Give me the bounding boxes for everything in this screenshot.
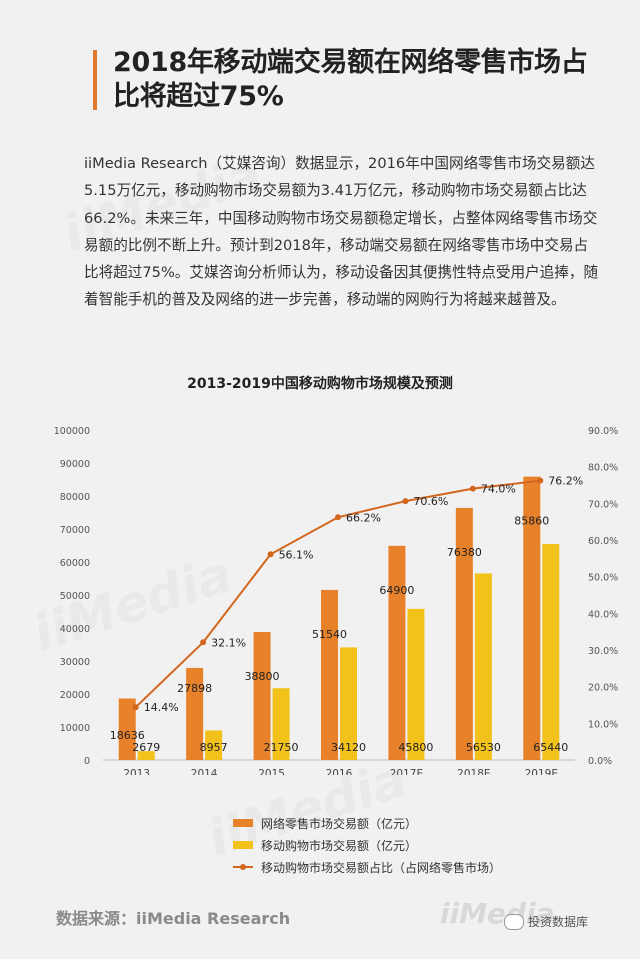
bar-total-2013 (118, 698, 136, 760)
bar-total-label-2019E: 85860 (514, 515, 549, 528)
y2-tick-label-7: 70.0% (588, 499, 618, 510)
legend-label-share: 移动购物市场交易额占比（占网络零售市场） (261, 860, 502, 875)
bar-mobile-2015 (272, 688, 290, 760)
line-share-point-2018E (469, 485, 476, 492)
title-accent-bar (93, 50, 97, 110)
x-tick-label-2017E: 2017E (390, 768, 423, 775)
bar-total-2014 (186, 667, 204, 760)
legend-label-total: 网络零售市场交易额（亿元） (261, 816, 418, 831)
bar-mobile-label-2019E: 65440 (533, 741, 568, 754)
y2-tick-label-5: 50.0% (588, 573, 618, 584)
y-tick-label-2: 20000 (60, 690, 90, 701)
data-source: 数据来源：iiMedia Research (56, 909, 291, 928)
line-share-label-2014: 32.1% (211, 636, 246, 649)
bar-mobile-2014 (205, 730, 223, 760)
legend-item-share: 移动购物市场交易额占比（占网络零售市场） (233, 856, 501, 878)
y2-tick-label-3: 30.0% (588, 646, 618, 657)
legend-item-mobile: 移动购物市场交易额（亿元） (233, 834, 501, 856)
bar-mobile-2019E (542, 544, 560, 760)
line-share-point-2017E (402, 498, 409, 505)
x-tick-label-2014: 2014 (191, 768, 218, 775)
bar-total-label-2013: 18636 (110, 729, 145, 742)
x-tick-label-2019E: 2019E (525, 768, 558, 775)
bar-total-2017E (388, 545, 406, 760)
bar-mobile-label-2015: 21750 (264, 741, 299, 754)
y-tick-label-8: 80000 (60, 492, 90, 503)
bar-total-label-2015: 38800 (245, 670, 280, 683)
bar-mobile-label-2016: 34120 (331, 741, 366, 754)
bar-total-label-2014: 27898 (177, 682, 212, 695)
chart-legend: 网络零售市场交易额（亿元） 移动购物市场交易额（亿元） 移动购物市场交易额占比（… (233, 812, 501, 878)
y2-tick-label-4: 40.0% (588, 609, 618, 620)
y-tick-label-1: 10000 (60, 723, 90, 734)
x-tick-label-2013: 2013 (123, 768, 150, 775)
line-share-label-2013: 14.4% (144, 701, 179, 714)
line-share-label-2018E: 74.0% (481, 483, 516, 496)
y2-tick-label-6: 60.0% (588, 536, 618, 547)
bar-mobile-label-2018E: 56530 (466, 741, 501, 754)
x-tick-label-2015: 2015 (258, 768, 285, 775)
bar-mobile-2017E (407, 608, 425, 760)
line-share-point-2013 (132, 704, 139, 711)
line-share-label-2017E: 70.6% (413, 495, 448, 508)
line-share-point-2014 (200, 639, 207, 646)
y-tick-label-0: 0 (84, 756, 90, 767)
legend-label-mobile: 移动购物市场交易额（亿元） (261, 838, 418, 853)
description-paragraph: iiMedia Research（艾媒咨询）数据显示，2016年中国网络零售市场… (84, 155, 599, 309)
bar-total-2018E (455, 507, 473, 760)
bar-mobile-label-2014: 8957 (200, 741, 228, 754)
y-tick-label-4: 40000 (60, 624, 90, 635)
iimedia-logo: iiMedia (440, 897, 555, 930)
bar-total-label-2017E: 64900 (379, 584, 414, 597)
bar-total-label-2016: 51540 (312, 628, 347, 641)
y-tick-label-6: 60000 (60, 558, 90, 569)
wechat-icon (504, 913, 524, 930)
y2-tick-label-0: 0.0% (588, 756, 612, 767)
y2-tick-label-8: 80.0% (588, 463, 618, 474)
y-tick-label-9: 90000 (60, 459, 90, 470)
bar-total-2019E (523, 476, 541, 760)
legend-swatch-total (233, 819, 253, 827)
chart-svg: 0 10000 20000 30000 40000 50000 60000 70000 8000… (54, 426, 618, 775)
y2-tick-label-9: 90.0% (588, 426, 618, 437)
bar-mobile-2018E (474, 573, 492, 760)
line-share-point-2019E (537, 477, 544, 484)
page-title: 2018年移动端交易额在网络零售市场占比将超过75% (113, 47, 588, 112)
bar-mobile-label-2013: 2679 (132, 741, 160, 754)
y-tick-label-10: 100000 (54, 426, 90, 437)
x-tick-label-2018E: 2018E (457, 768, 490, 775)
bar-total-2015 (253, 631, 271, 760)
wechat-account: 投资数据库 (504, 913, 588, 930)
bar-total-2016 (321, 589, 338, 760)
x-tick-label-2016: 2016 (326, 768, 353, 775)
legend-swatch-share (233, 864, 253, 870)
legend-item-total: 网络零售市场交易额（亿元） (233, 812, 501, 834)
chart-title: 2013-2019中国移动购物市场规模及预测 (187, 376, 453, 392)
wechat-account-name: 投资数据库 (528, 915, 589, 929)
y-tick-label-7: 70000 (60, 525, 90, 536)
legend-swatch-mobile (233, 841, 253, 849)
y2-tick-label-2: 20.0% (588, 683, 618, 694)
line-share-label-2016: 66.2% (346, 511, 381, 524)
bar-mobile-label-2017E: 45800 (398, 741, 433, 754)
bar-mobile-2013 (137, 751, 155, 760)
bar-mobile-2016 (340, 647, 357, 760)
line-share-label-2019E: 76.2% (548, 475, 583, 488)
y-tick-label-3: 30000 (60, 657, 90, 668)
bar-total-label-2018E: 76380 (447, 546, 482, 559)
line-share-label-2015: 56.1% (279, 548, 314, 561)
line-share-point-2015 (267, 551, 274, 558)
line-share-point-2016 (335, 514, 341, 521)
y-tick-label-5: 50000 (60, 591, 90, 602)
y2-tick-label-1: 10.0% (588, 719, 618, 730)
